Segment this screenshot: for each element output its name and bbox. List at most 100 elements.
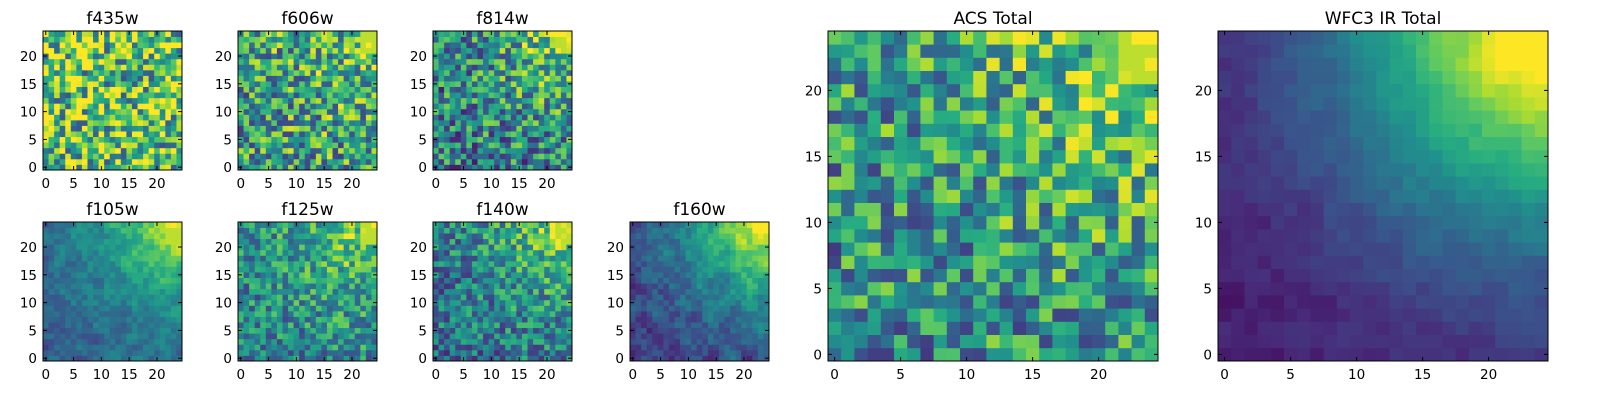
acs_total-cell — [1052, 215, 1066, 230]
f160w-cell — [713, 244, 720, 251]
f160w-cell — [713, 288, 720, 295]
f105w-cell — [98, 255, 105, 262]
f125w-cell — [271, 222, 278, 228]
f606w-cell — [315, 47, 322, 54]
f435w-cell — [59, 47, 66, 54]
f435w-cell — [76, 97, 83, 104]
f435w-cell — [115, 153, 122, 160]
f125w-cell — [254, 310, 261, 317]
f105w-cell — [148, 272, 155, 278]
f125w-cell — [371, 227, 378, 234]
f125w-cell — [354, 322, 361, 329]
f140w-cell — [483, 299, 489, 306]
f814w-cell — [455, 58, 462, 65]
f105w-cell — [165, 299, 172, 306]
f160w-cell — [707, 349, 714, 356]
f105w-cell — [176, 277, 183, 284]
f125w-cell — [271, 310, 278, 317]
f125w-cell — [371, 277, 378, 284]
acs_total-cell — [854, 242, 868, 256]
acs_total-cell — [1078, 255, 1093, 269]
f140w-cell — [527, 288, 534, 295]
f125w-cell — [338, 277, 345, 284]
f160w-cell — [663, 338, 670, 345]
f125w-cell — [360, 222, 367, 228]
f105w-cell — [137, 255, 144, 262]
f814w-cell — [549, 164, 556, 171]
f606w-cell — [310, 31, 317, 37]
f140w-cell — [566, 294, 573, 301]
f105w-cell — [176, 333, 183, 340]
f435w-cell — [109, 36, 116, 43]
f606w-cell — [299, 64, 306, 71]
f140w-cell — [555, 299, 562, 306]
f435w-cell — [143, 136, 150, 143]
f814w-cell — [533, 36, 540, 43]
f814w-cell — [527, 75, 534, 82]
f435w-cell — [93, 53, 99, 60]
f160w-cell — [763, 305, 770, 312]
acs_total-cell — [933, 176, 948, 190]
f125w-cell — [304, 238, 311, 245]
f435w-cell — [176, 64, 183, 71]
f125w-cell — [321, 233, 328, 240]
f435w-cell — [54, 42, 61, 49]
f160w-cell — [763, 310, 770, 317]
acs_total-cell — [894, 149, 908, 164]
f160w-cell — [680, 277, 686, 284]
f435w-cell — [93, 75, 99, 82]
f606w-cell — [260, 114, 267, 121]
f105w-cell — [154, 327, 161, 334]
acs_total-cell — [894, 295, 908, 309]
f814w-cell — [566, 103, 573, 110]
f606w-cell — [288, 31, 294, 37]
f435w-cell — [165, 75, 172, 82]
f105w-cell — [54, 333, 61, 340]
f814w-cell — [555, 53, 562, 60]
f105w-cell — [131, 310, 138, 317]
acs_total-cell — [933, 347, 948, 362]
f140w-cell — [488, 299, 495, 306]
f125w-cell — [249, 227, 256, 234]
f435w-cell — [81, 142, 88, 149]
f105w-cell — [48, 233, 55, 240]
f160w-cell — [757, 266, 764, 273]
f125w-cell — [299, 338, 306, 345]
f435w-cell — [98, 75, 105, 82]
f435w-cell — [137, 147, 144, 154]
f606w-cell — [282, 36, 289, 43]
f435w-cell — [120, 42, 127, 49]
f814w-cell — [533, 142, 540, 149]
f160w-cell — [735, 310, 742, 317]
f105w-cell — [76, 338, 83, 345]
f814w-cell — [449, 142, 456, 149]
acs_total-cell — [907, 334, 921, 349]
f105w-cell — [143, 266, 150, 273]
f160w-cell — [646, 277, 653, 284]
f160w-cell — [680, 349, 686, 356]
f814w-cell — [549, 119, 556, 126]
f160w-xtick-label: 20 — [735, 367, 752, 383]
acs_total-cell — [960, 308, 974, 322]
f814w-cell — [455, 81, 462, 87]
f435w-cell — [154, 108, 161, 115]
f435w-cell — [148, 69, 155, 76]
f435w-cell — [70, 47, 77, 54]
f435w-cell — [43, 75, 49, 82]
f140w-cell — [505, 316, 512, 323]
f814w-cell — [549, 36, 556, 43]
f140w-cell — [433, 227, 439, 234]
f140w-cell — [455, 322, 462, 329]
f105w-cell — [176, 294, 183, 301]
f125w-cell — [321, 299, 328, 306]
f435w-cell — [98, 36, 105, 43]
f140w-cell — [549, 255, 556, 262]
f435w-cell — [165, 142, 172, 149]
f435w-cell — [131, 97, 138, 104]
f814w-cell — [494, 53, 501, 60]
f140w-cell — [560, 322, 567, 329]
f160w-cell — [763, 266, 770, 273]
f140w-cell — [460, 310, 467, 317]
f160w-cell — [702, 305, 709, 312]
f140w-cell — [516, 249, 523, 256]
